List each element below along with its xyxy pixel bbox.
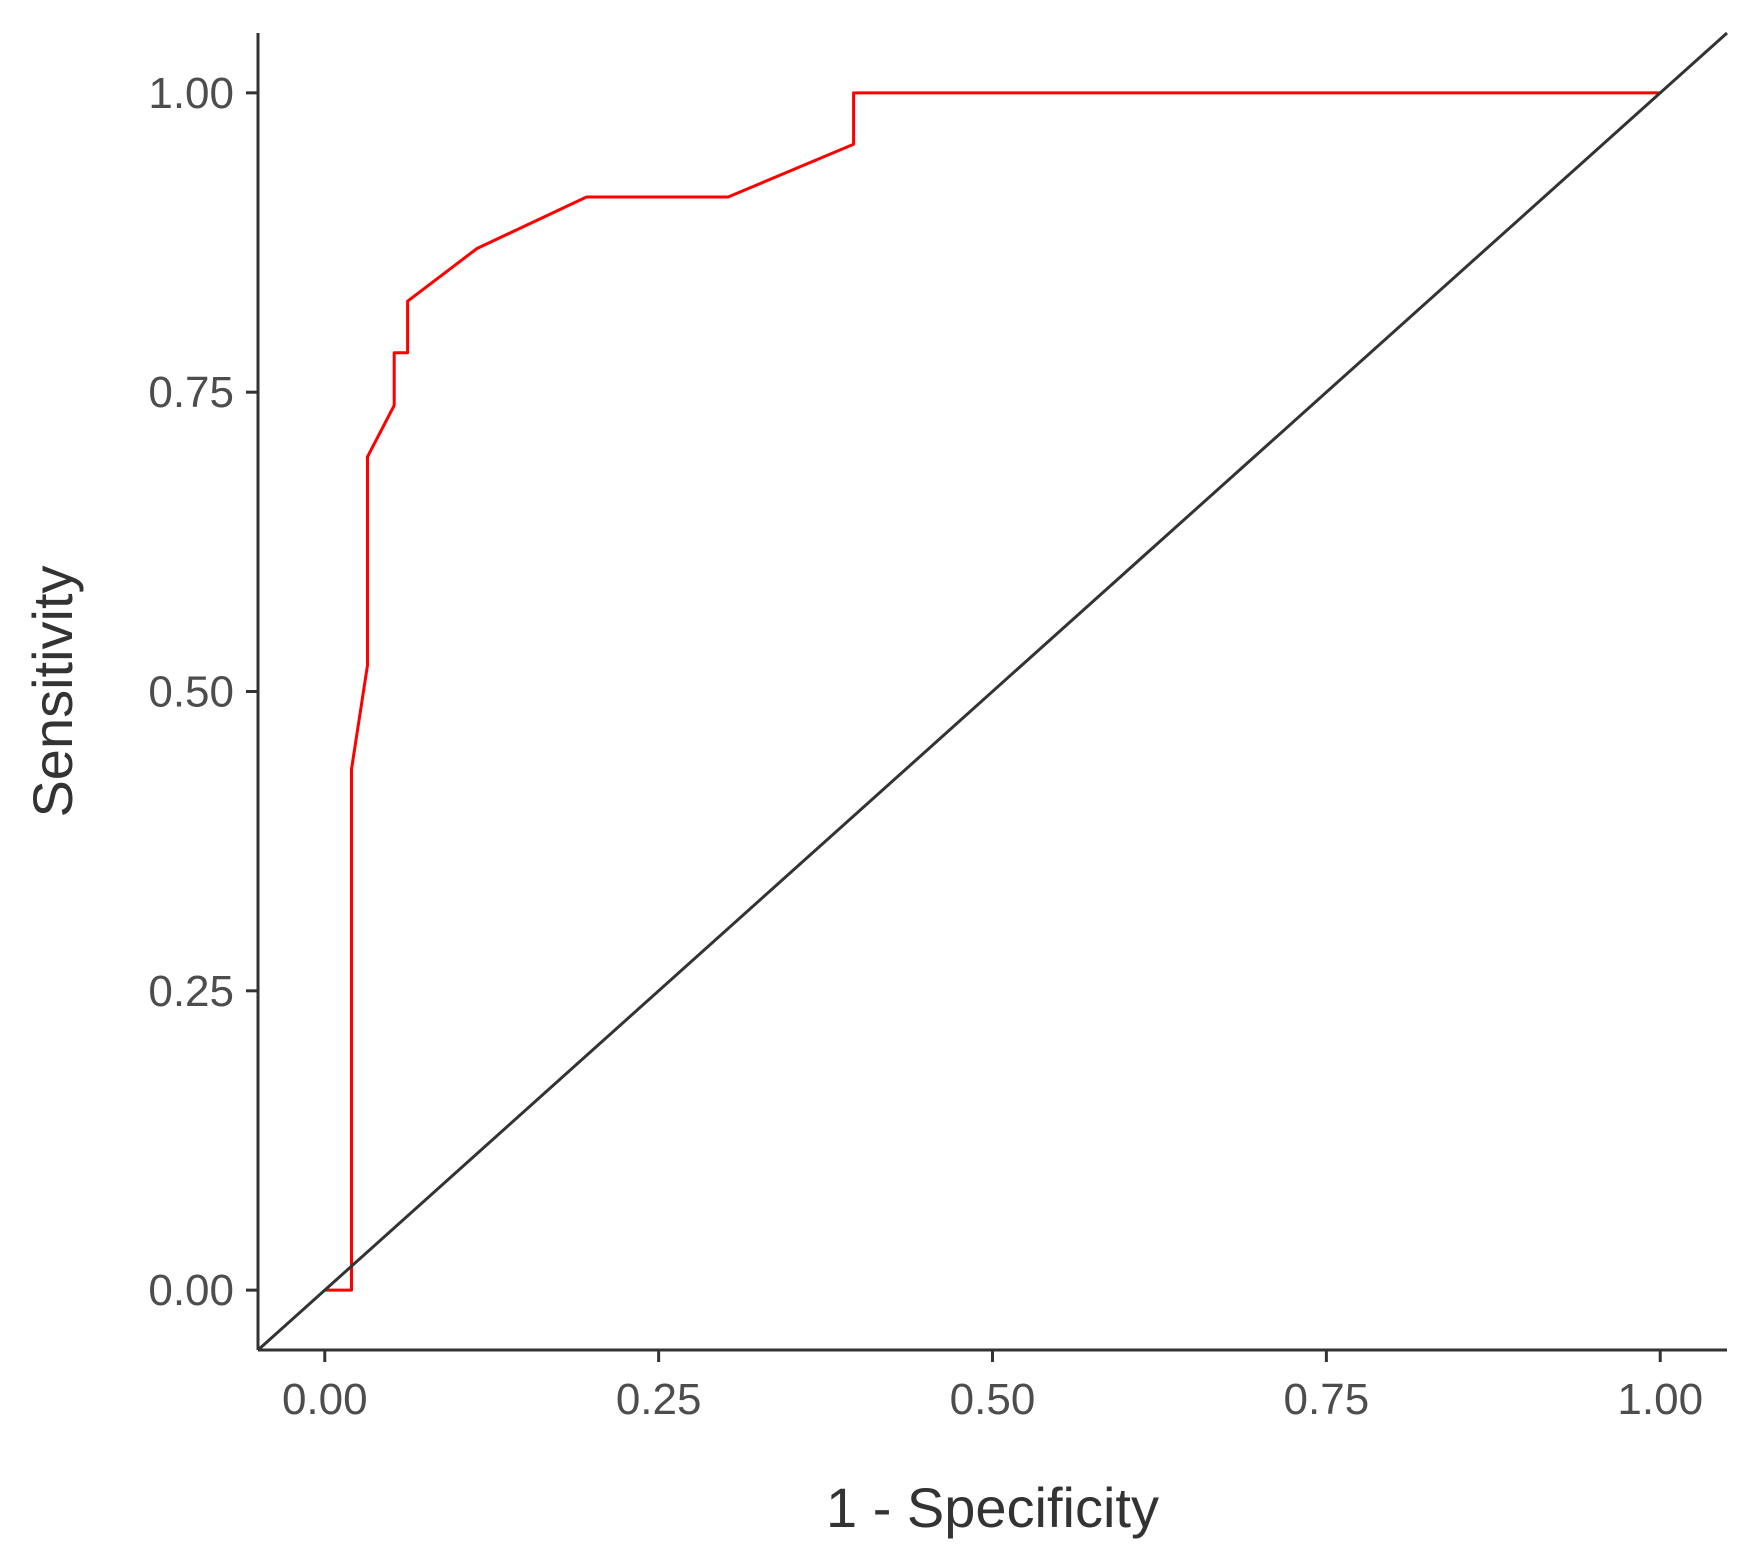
y-axis-title: Sensitivity (21, 565, 84, 817)
x-tick-label: 0.75 (1284, 1375, 1370, 1424)
x-tick-label: 0.50 (950, 1375, 1036, 1424)
y-axis-ticks: 0.00 0.25 0.50 0.75 1.00 (148, 69, 258, 1315)
reference-diagonal-line (256, 31, 1729, 1352)
y-tick-label: 1.00 (148, 69, 234, 118)
x-axis-ticks: 0.00 0.25 0.50 0.75 1.00 (282, 1350, 1703, 1424)
y-tick-label: 0.25 (148, 967, 234, 1016)
x-tick-label: 0.25 (616, 1375, 702, 1424)
x-tick-label: 1.00 (1617, 1375, 1703, 1424)
x-axis-title: 1 - Specificity (826, 1476, 1159, 1539)
y-tick-label: 0.75 (148, 368, 234, 417)
y-tick-label: 0.00 (148, 1266, 234, 1315)
x-tick-label: 0.00 (282, 1375, 368, 1424)
series-layer (256, 31, 1729, 1352)
y-tick-label: 0.50 (148, 668, 234, 717)
roc-curve-line (324, 91, 1661, 1292)
